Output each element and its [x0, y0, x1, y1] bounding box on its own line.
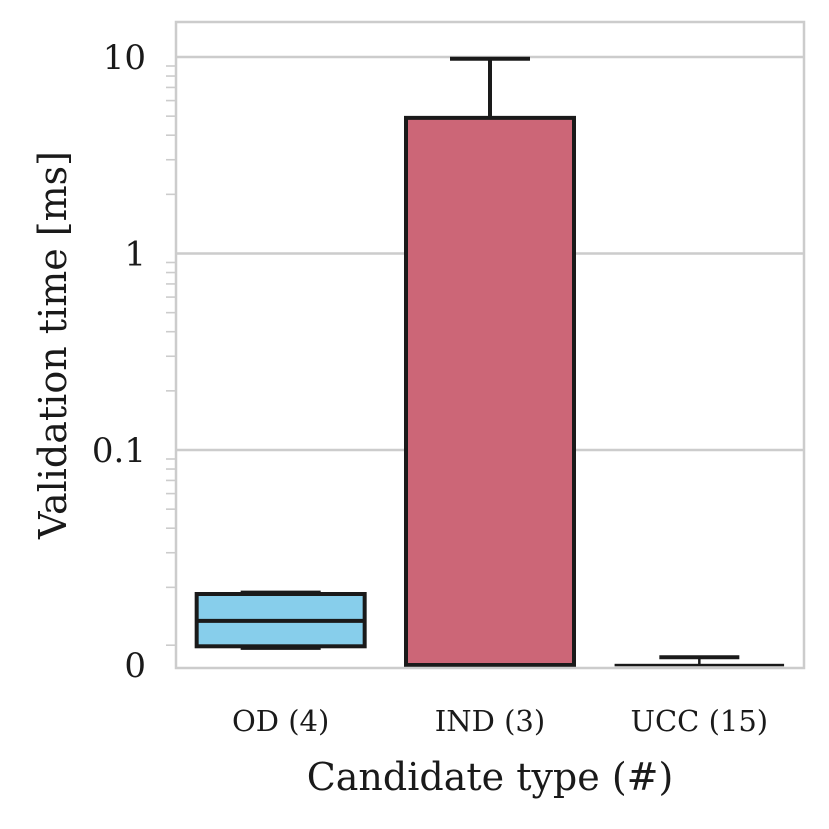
minor-ticks [166, 65, 176, 647]
bar [404, 115, 576, 668]
x-tick-label: OD (4) [232, 704, 329, 738]
y-tick-labels: 0 0.1 1 10 [92, 38, 146, 686]
y-tick-label: 0 [124, 646, 146, 686]
bar [614, 663, 785, 667]
x-tick-label: IND (3) [435, 704, 545, 738]
y-tick-label: 1 [124, 235, 146, 275]
x-tick-labels: OD (4) IND (3) UCC (15) [232, 704, 768, 738]
y-tick-label: 10 [103, 38, 146, 78]
y-tick-label: 0.1 [92, 431, 146, 471]
x-axis-title: Candidate type (#) [307, 755, 674, 799]
x-tick-label: UCC (15) [631, 704, 769, 738]
y-axis-title: Validation time [ms] [31, 151, 75, 540]
plot-frame [174, 20, 806, 670]
bars [194, 56, 785, 668]
